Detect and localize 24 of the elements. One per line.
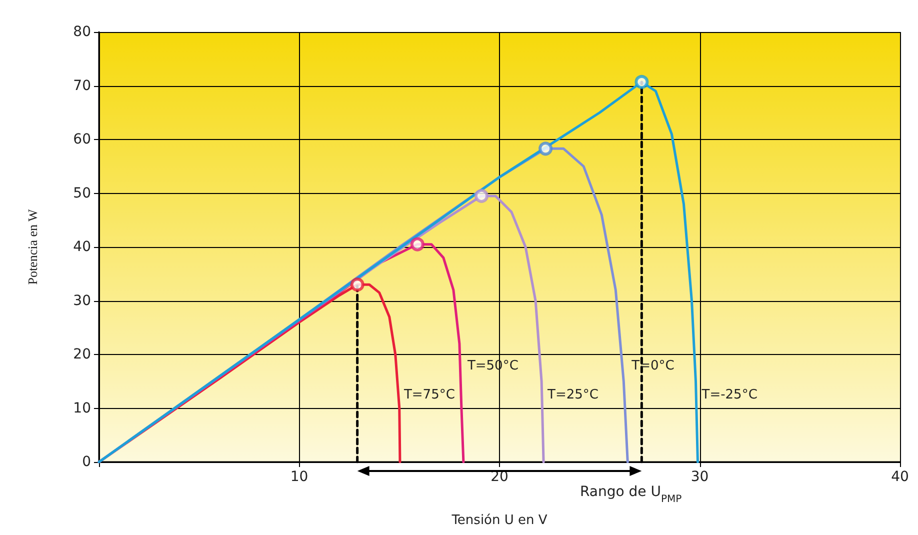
- y-tick-label: 50: [73, 185, 91, 202]
- y-tick-label: 80: [73, 24, 91, 40]
- y-tick-label: 10: [73, 400, 91, 416]
- y-tick-label: 60: [73, 132, 91, 148]
- y-tick-label: 30: [73, 292, 91, 309]
- x-tick-label: 40: [891, 469, 909, 485]
- y-axis-title: Potencia en W: [25, 208, 40, 285]
- y-tick-label: 20: [73, 346, 91, 362]
- annotation: T=-25°C: [700, 388, 758, 402]
- x-tick-label: 10: [290, 469, 308, 485]
- point: [350, 278, 364, 292]
- point: [634, 74, 649, 89]
- y-tick-label: 70: [73, 78, 91, 94]
- text: Rango de U$_{PMP}$: [580, 484, 682, 504]
- point: [410, 237, 424, 252]
- x-axis-title: Tensión U en V: [450, 513, 548, 528]
- point: [538, 142, 553, 156]
- x-tick-label: 30: [690, 469, 709, 485]
- y-tick-label: 40: [73, 239, 91, 255]
- point: [474, 188, 488, 203]
- annotation: T=75°C: [402, 388, 455, 402]
- annotation: T=0°C: [630, 358, 674, 374]
- annotation: T=25°C: [546, 388, 599, 402]
- y-tick-label: 0: [82, 454, 91, 470]
